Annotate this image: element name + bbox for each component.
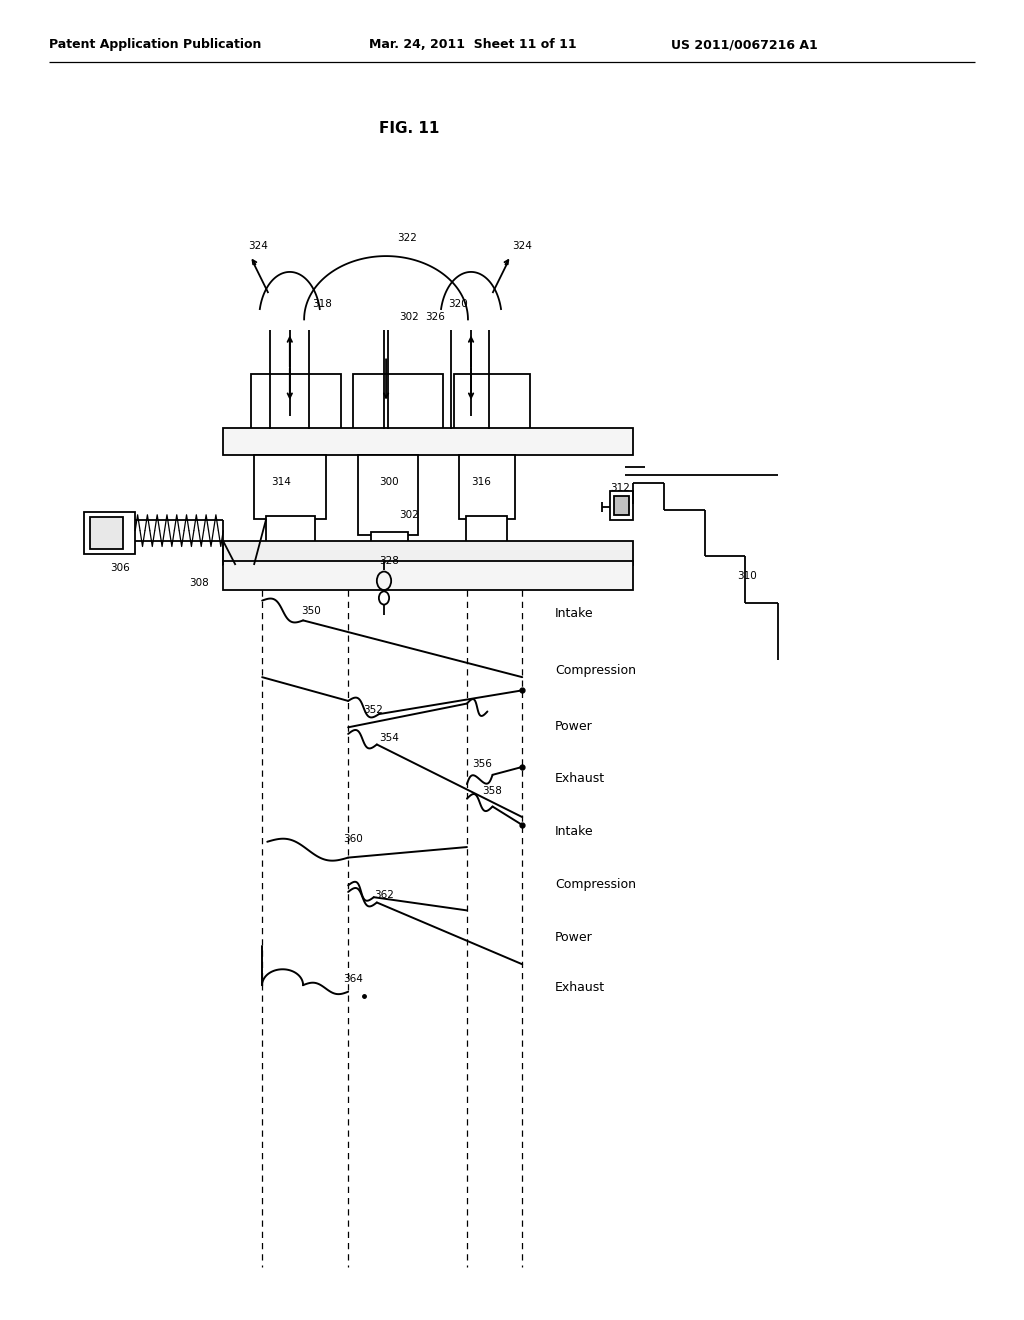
Text: Intake: Intake — [555, 825, 594, 838]
Bar — [223, 428, 633, 455]
Bar — [251, 374, 341, 429]
Bar — [614, 496, 629, 515]
Text: 300: 300 — [379, 477, 398, 487]
Bar — [90, 517, 123, 549]
Bar — [254, 455, 326, 519]
Text: Intake: Intake — [555, 607, 594, 620]
Bar — [353, 374, 443, 429]
Text: 354: 354 — [379, 733, 398, 743]
Text: 322: 322 — [397, 232, 417, 243]
Bar — [454, 374, 530, 429]
Text: 328: 328 — [379, 556, 398, 566]
Text: Exhaust: Exhaust — [555, 772, 605, 785]
Text: Mar. 24, 2011  Sheet 11 of 11: Mar. 24, 2011 Sheet 11 of 11 — [369, 38, 577, 51]
Bar — [223, 561, 633, 590]
Bar — [358, 455, 418, 535]
Text: 356: 356 — [472, 759, 492, 770]
Text: 364: 364 — [343, 974, 362, 983]
Text: 320: 320 — [449, 298, 468, 309]
Text: US 2011/0067216 A1: US 2011/0067216 A1 — [671, 38, 817, 51]
Bar — [459, 455, 515, 519]
Text: 362: 362 — [374, 890, 393, 899]
Text: Compression: Compression — [555, 878, 636, 891]
Text: Power: Power — [555, 719, 593, 733]
Text: 358: 358 — [482, 785, 502, 796]
Text: FIG. 11: FIG. 11 — [380, 120, 439, 136]
Text: 350: 350 — [301, 606, 321, 616]
Bar — [610, 491, 633, 520]
Text: Exhaust: Exhaust — [555, 981, 605, 994]
Text: 302: 302 — [399, 510, 419, 520]
Bar — [223, 541, 633, 565]
Text: 360: 360 — [343, 834, 362, 843]
Text: 314: 314 — [271, 477, 291, 487]
Text: Power: Power — [555, 931, 593, 944]
Text: 316: 316 — [471, 477, 490, 487]
Text: 306: 306 — [111, 562, 130, 573]
Bar — [466, 516, 507, 544]
Text: Patent Application Publication: Patent Application Publication — [49, 38, 261, 51]
Bar — [84, 512, 135, 554]
Text: 302: 302 — [399, 312, 419, 322]
Text: 324: 324 — [248, 240, 267, 251]
Text: 326: 326 — [425, 312, 444, 322]
Text: 352: 352 — [364, 705, 383, 715]
Text: 312: 312 — [610, 483, 630, 494]
Text: 308: 308 — [189, 578, 209, 589]
Text: Compression: Compression — [555, 664, 636, 677]
Bar — [371, 532, 408, 558]
Text: 318: 318 — [312, 298, 332, 309]
Text: 310: 310 — [737, 570, 757, 581]
Text: 324: 324 — [512, 240, 531, 251]
Bar — [266, 516, 315, 544]
